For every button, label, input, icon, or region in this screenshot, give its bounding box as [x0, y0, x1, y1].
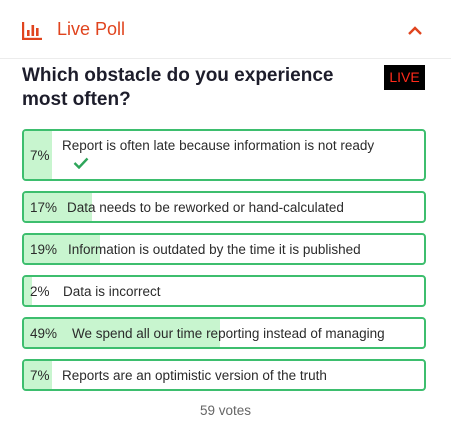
option-label: Data needs to be reworked or hand-calcul… — [67, 200, 344, 215]
option-percent: 17% — [30, 200, 58, 215]
percent-bar — [24, 319, 220, 347]
percent-bar — [24, 361, 52, 389]
live-badge: LIVE — [384, 65, 425, 90]
option-percent: 19% — [30, 242, 58, 257]
poll-option[interactable]: 49% We spend all our time reporting inst… — [22, 317, 426, 349]
option-label: Reports are an optimistic version of the… — [62, 368, 327, 383]
chevron-up-icon[interactable] — [404, 22, 426, 40]
option-percent: 7% — [30, 368, 50, 383]
percent-bar — [24, 235, 100, 263]
option-label: We spend all our time reporting instead … — [72, 326, 385, 341]
poll-option[interactable]: 7% Reports are an optimistic version of … — [22, 359, 426, 391]
poll-header[interactable]: Live Poll — [0, 0, 451, 59]
poll-option[interactable]: 17% Data needs to be reworked or hand-ca… — [22, 191, 426, 223]
option-percent: 49% — [30, 326, 58, 341]
vote-count: 59 votes — [199, 403, 252, 418]
percent-bar — [24, 277, 32, 305]
poll-title: Live Poll — [57, 19, 126, 39]
option-label: Report is often late because information… — [62, 138, 375, 153]
percent-bar — [24, 193, 92, 221]
poll-option[interactable]: 2% Data is incorrect — [22, 275, 426, 307]
checkmark-icon — [73, 157, 89, 169]
bar-chart-icon — [22, 22, 42, 40]
option-label: Data is incorrect — [63, 284, 161, 299]
poll-option[interactable]: 19% Information is outdated by the time … — [22, 233, 426, 265]
option-percent: 2% — [30, 284, 50, 299]
poll-question: Which obstacle do you experience most of… — [22, 65, 334, 110]
option-label: Information is outdated by the time it i… — [68, 242, 361, 257]
option-percent: 7% — [30, 148, 50, 163]
percent-bar — [24, 131, 52, 179]
poll-option[interactable]: 7% Report is often late because informat… — [22, 129, 426, 181]
